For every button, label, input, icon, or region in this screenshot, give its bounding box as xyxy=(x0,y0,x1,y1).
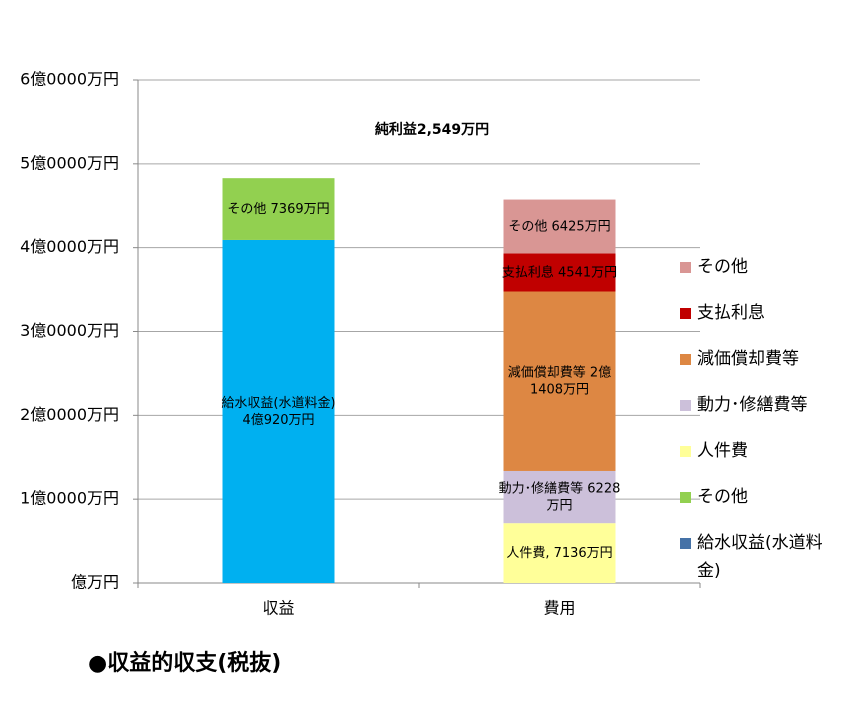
legend-label: 動力･修繕費等 xyxy=(697,395,808,415)
data-label: 支払利息 4541万円 xyxy=(502,264,617,280)
data-label: その他 7369万円 xyxy=(227,202,329,217)
legend-swatch xyxy=(680,446,691,457)
bar-segment xyxy=(503,470,616,524)
legend-label: 人件費 xyxy=(697,441,748,461)
y-tick-label: 1億0000万円 xyxy=(20,489,119,508)
bar-segment xyxy=(503,199,616,254)
data-label: 減価償却費等 2億 1408万円 xyxy=(508,364,611,397)
annotation: 純利益2,549万円 xyxy=(375,121,489,138)
bar-segment xyxy=(503,253,616,292)
data-label: 動力･修繕費等 6228 万円 xyxy=(499,480,621,513)
y-tick-label: 2億0000万円 xyxy=(20,405,119,424)
legend-label: 支払利息 xyxy=(697,303,765,323)
legend-label: その他 xyxy=(697,487,748,507)
legend-swatch xyxy=(680,308,691,319)
bar-segment xyxy=(503,523,616,583)
legend-swatch xyxy=(680,262,691,273)
y-tick-label: 3億0000万円 xyxy=(20,321,119,340)
bar-segment xyxy=(222,178,335,240)
legend-label: 給水収益(水道料金) xyxy=(697,533,823,581)
y-tick-label: 4億0000万円 xyxy=(20,237,119,256)
data-label: 人件費, 7136万円 xyxy=(506,546,612,561)
y-tick-label: 億万円 xyxy=(71,573,119,592)
chart-title: ●収益的収支(税抜) xyxy=(88,650,281,676)
legend-label: 減価償却費等 xyxy=(697,349,799,369)
legend-label: その他 xyxy=(697,257,748,277)
legend-swatch xyxy=(680,354,691,365)
x-tick-label: 費用 xyxy=(543,599,575,618)
bar-segment xyxy=(503,291,616,471)
legend-swatch xyxy=(680,538,691,549)
y-tick-label: 6億0000万円 xyxy=(20,70,119,89)
data-label: その他 6425万円 xyxy=(508,219,610,234)
data-label: 給水収益(水道料金) 4億920万円 xyxy=(221,394,335,427)
legend-swatch xyxy=(680,492,691,503)
y-tick-label: 5億0000万円 xyxy=(20,153,119,172)
bar-segment xyxy=(222,239,335,584)
legend-swatch xyxy=(680,400,691,411)
x-tick-label: 収益 xyxy=(262,599,294,618)
